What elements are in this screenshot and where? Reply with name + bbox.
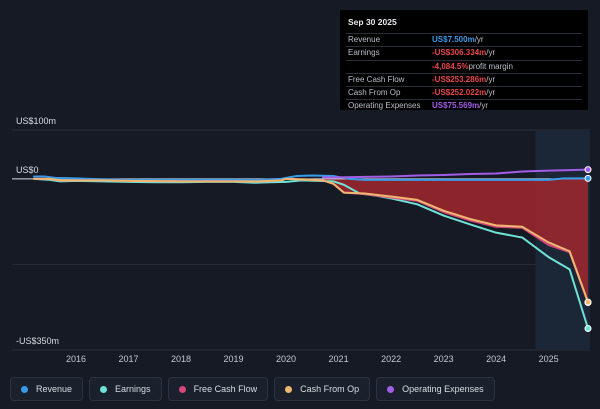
x-tick-label: 2016	[66, 354, 86, 364]
legend-item-free-cash-flow[interactable]: Free Cash Flow	[167, 377, 269, 401]
x-tick-label: 2018	[171, 354, 191, 364]
x-tick-label: 2021	[329, 354, 349, 364]
x-tick-label: 2025	[539, 354, 559, 364]
tooltip-label	[346, 61, 432, 73]
tooltip-unit: profit margin	[468, 61, 513, 71]
tooltip-unit: /yr	[486, 88, 496, 98]
tooltip-value: -US$253.286m	[432, 74, 487, 84]
series-line-cash-from-op	[33, 177, 589, 304]
legend-label: Free Cash Flow	[193, 384, 258, 394]
tooltip-date: Sep 30 2025	[348, 17, 397, 27]
y-tick-label: US$0	[16, 165, 39, 175]
x-tick-label: 2019	[224, 354, 244, 364]
x-tick-label: 2022	[381, 354, 401, 364]
tooltip-label: Cash From Op	[348, 88, 401, 98]
legend-dot-icon	[178, 385, 186, 393]
legend-dot-icon	[100, 385, 108, 393]
tooltip-row-cash-from-op: Cash From Op -US$252.022m /yr	[346, 86, 582, 99]
legend-item-operating-expenses[interactable]: Operating Expenses	[376, 377, 495, 401]
loss-area-fill	[34, 178, 588, 303]
legend-dot-icon	[285, 385, 293, 393]
tooltip-unit: /yr	[486, 74, 496, 84]
legend-dot-icon	[387, 385, 395, 393]
series-lines	[33, 166, 592, 332]
loss-area	[34, 178, 588, 303]
tooltip-value: -4,084.5%	[432, 61, 469, 71]
tooltip-unit: /yr	[474, 35, 484, 44]
series-line-revenue	[33, 174, 589, 181]
tooltip-label: Revenue	[348, 35, 381, 44]
series-endpoint-revenue	[584, 174, 592, 182]
tooltip-value: -US$252.022m	[432, 88, 487, 98]
x-tick-label: 2024	[486, 354, 506, 364]
legend-item-cash-from-op[interactable]: Cash From Op	[274, 377, 371, 401]
legend-item-earnings[interactable]: Earnings	[89, 377, 162, 401]
y-tick-label: US$100m	[16, 116, 56, 126]
tooltip-row-operating-expenses: Operating Expenses US$75.569m /yr	[346, 99, 582, 112]
tooltip-row-profit-margin: -4,084.5% profit margin	[346, 59, 582, 73]
legend-label: Revenue	[36, 384, 73, 394]
legend-label: Cash From Op	[300, 384, 360, 394]
x-axis-labels: 2016 2017 2018 2019 2020 2021 2022 2023 2024 2025	[66, 354, 559, 364]
tooltip-row-earnings: Earnings -US$306.334m /yr	[346, 46, 582, 59]
series-line-operating-expenses	[321, 168, 589, 179]
tooltip-unit: /yr	[479, 101, 489, 111]
tooltip-label: Operating Expenses	[348, 101, 421, 111]
tooltip-value: US$7.500m	[432, 35, 475, 44]
y-axis-labels: US$100m US$0 -US$350m	[16, 116, 59, 346]
tooltip-value: -US$306.334m	[432, 48, 487, 58]
grid-lines	[12, 129, 590, 351]
tooltip-label: Free Cash Flow	[348, 74, 405, 84]
tooltip-row-revenue: Revenue US$7.500m /yr	[346, 33, 582, 46]
legend-label: Operating Expenses	[402, 384, 484, 394]
legend-label: Earnings	[115, 384, 151, 394]
legend-dot-icon	[21, 385, 28, 393]
x-tick-label: 2020	[276, 354, 296, 364]
tooltip-panel: Sep 30 2025 Revenue US$7.500m /yr Earnin…	[340, 10, 588, 110]
series-endpoint-operating-expenses	[584, 166, 592, 174]
tooltip-value: US$75.569m	[432, 101, 480, 111]
legend: Revenue Earnings Free Cash Flow Cash Fro…	[10, 377, 495, 401]
tooltip-row-free-cash-flow: Free Cash Flow -US$253.286m /yr	[346, 72, 582, 86]
series-endpoint-earnings	[584, 324, 592, 332]
tooltip-unit: /yr	[486, 48, 496, 58]
tooltip-label: Earnings	[348, 48, 380, 58]
x-tick-label: 2023	[434, 354, 454, 364]
y-tick-label: -US$350m	[16, 336, 59, 346]
x-tick-label: 2017	[119, 354, 139, 364]
series-endpoint-cash-from-op	[584, 298, 592, 306]
legend-item-revenue[interactable]: Revenue	[10, 377, 84, 401]
